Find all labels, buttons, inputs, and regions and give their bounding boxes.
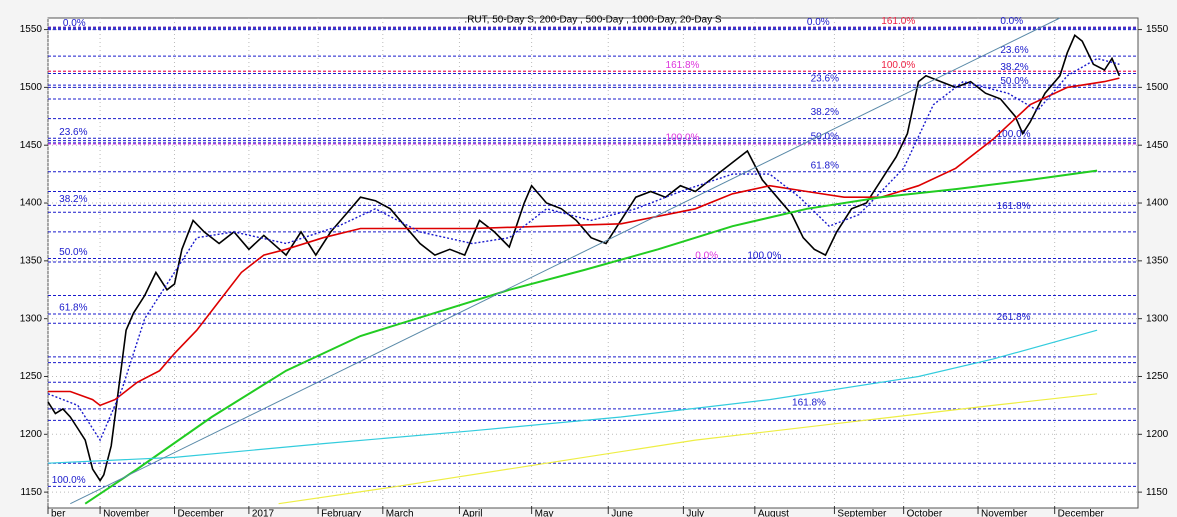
y-tick-label: 1450	[1146, 140, 1169, 151]
fib-label: 38.2%	[811, 107, 839, 118]
y-tick-label: 1150	[1146, 487, 1168, 498]
x-tick-label: April	[462, 509, 482, 517]
y-tick-label: 1200	[20, 429, 43, 440]
fib-label: 61.8%	[811, 160, 839, 171]
fib-label: 61.8%	[59, 303, 87, 314]
fib-label: 0.0%	[63, 18, 86, 29]
y-tick-label: 1300	[20, 313, 43, 324]
y-tick-label: 1400	[1146, 198, 1169, 209]
x-tick-label: March	[386, 509, 414, 517]
fib-label: 23.6%	[59, 127, 87, 138]
series-line	[84, 169, 1098, 505]
x-tick-label: August	[758, 509, 789, 517]
x-tick-label: December	[177, 509, 224, 517]
chart-title: .RUT, 50-Day S, 200-Day , 500-Day , 1000…	[464, 15, 721, 26]
y-tick-label: 1400	[20, 198, 43, 209]
fib-label: 100.0%	[881, 60, 915, 71]
y-tick-label: 1250	[20, 371, 43, 382]
x-tick-label: June	[611, 509, 633, 517]
x-tick-label: November	[981, 509, 1028, 517]
fib-label: 0.0%	[1000, 16, 1023, 27]
fib-label: 100.0%	[747, 251, 781, 262]
y-tick-label: 1500	[1146, 82, 1169, 93]
y-tick-label: 1450	[20, 140, 43, 151]
series-line	[278, 393, 1098, 505]
y-tick-label: 1350	[20, 255, 43, 266]
fib-label: 50.0%	[59, 247, 87, 258]
plot-area	[47, 17, 1139, 509]
series-line	[47, 57, 1120, 442]
fib-label: 23.6%	[811, 74, 839, 85]
y-tick-label: 1150	[20, 487, 42, 498]
x-tick-label: May	[535, 509, 554, 517]
fib-label: 23.6%	[1000, 45, 1028, 56]
fib-label: 100.0%	[666, 133, 700, 144]
y-tick-label: 1350	[1146, 255, 1169, 266]
y-tick-label: 1550	[20, 24, 43, 35]
fib-label: 0.0%	[695, 251, 718, 262]
series-line	[48, 77, 1120, 407]
y-tick-label: 1550	[1146, 24, 1169, 35]
x-tick-label: September	[837, 509, 887, 517]
series-line	[70, 17, 1061, 505]
y-tick-label: 1200	[1146, 429, 1169, 440]
fib-label: 50.0%	[1000, 76, 1028, 87]
x-tick-label: December	[1058, 509, 1105, 517]
y-tick-label: 1300	[1146, 313, 1169, 324]
x-tick-label: November	[103, 509, 150, 517]
y-tick-label: 1250	[1146, 371, 1169, 382]
x-tick-label: 2017	[252, 509, 275, 517]
fib-label: 161.8%	[666, 60, 700, 71]
fib-label: 161.8%	[792, 398, 826, 409]
fib-label: 50.0%	[811, 132, 839, 143]
x-tick-label: ber	[51, 509, 66, 517]
x-tick-label: July	[686, 509, 704, 517]
fib-label: 100.0%	[997, 129, 1031, 140]
fib-label: 100.0%	[52, 475, 86, 486]
series-line	[47, 329, 1098, 464]
y-tick-label: 1500	[20, 82, 43, 93]
x-tick-label: October	[907, 509, 943, 517]
fib-label: 0.0%	[807, 17, 830, 28]
fib-label: 161.0%	[881, 16, 915, 27]
fib-label: 161.8%	[997, 201, 1031, 212]
fib-label: 38.2%	[1000, 62, 1028, 73]
fib-label: 38.2%	[59, 194, 87, 205]
fib-label: 261.8%	[997, 312, 1031, 323]
x-tick-label: February	[321, 509, 361, 517]
